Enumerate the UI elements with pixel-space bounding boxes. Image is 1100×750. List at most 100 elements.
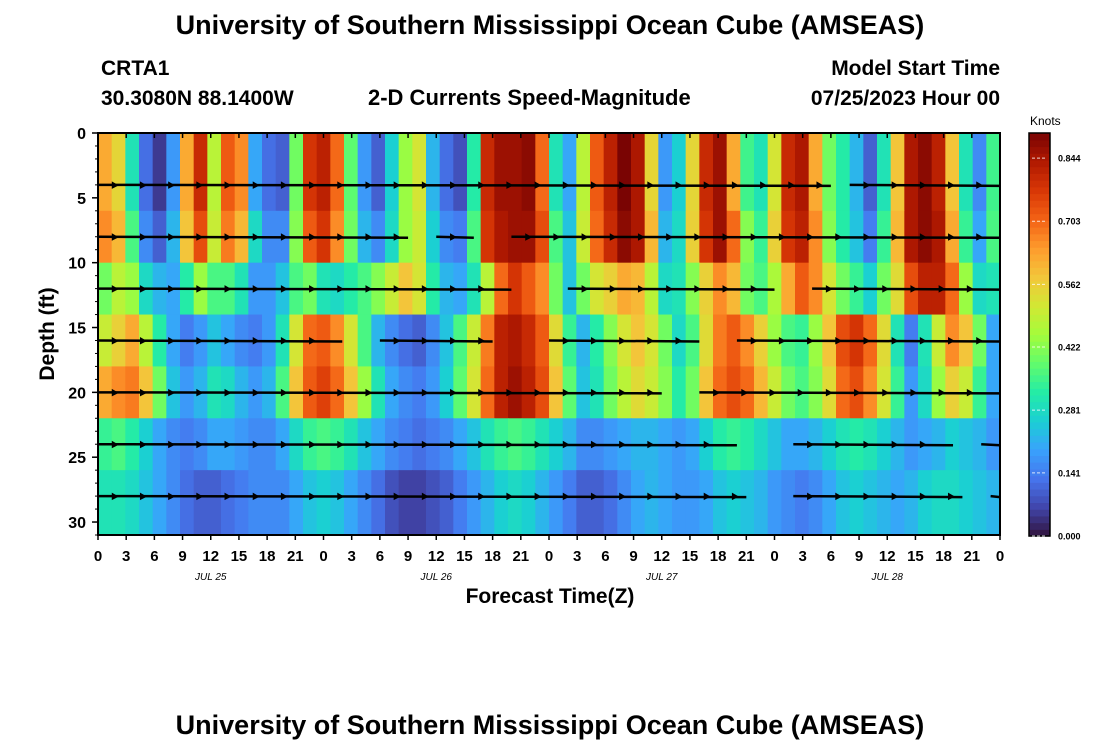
x-tick-label: 18: [259, 548, 276, 565]
heat-cell: [166, 470, 181, 536]
colorbar-segment: [1029, 502, 1050, 510]
heat-cell: [330, 133, 345, 212]
heat-cell: [576, 470, 591, 536]
heat-cell: [740, 470, 755, 536]
x-tick-label: 15: [231, 548, 248, 565]
current-vectors: [97, 181, 1001, 501]
heat-cell: [959, 133, 974, 212]
colorbar-segment: [1029, 401, 1050, 409]
heat-cell: [439, 470, 454, 536]
heat-cell: [426, 470, 441, 536]
colorbar-segment: [1029, 180, 1050, 188]
heat-cell: [508, 133, 523, 212]
date-label: JUL 27: [645, 572, 678, 583]
heat-cell: [508, 314, 523, 368]
heat-cell: [98, 470, 113, 536]
colorbar-segment: [1029, 247, 1050, 255]
heat-cell: [849, 133, 864, 212]
colorbar-segment: [1029, 421, 1050, 430]
colorbar-segment: [1029, 522, 1050, 530]
heat-cell: [986, 133, 1001, 212]
colorbar-segment: [1029, 495, 1050, 504]
colorbar-segment: [1029, 321, 1050, 329]
x-tick-label: 0: [545, 548, 553, 565]
colorbar-segment: [1029, 213, 1050, 221]
heat-cell: [275, 470, 290, 536]
heat-cell: [166, 133, 181, 212]
x-tick-label: 9: [629, 548, 637, 565]
heat-cell: [289, 470, 304, 536]
colorbar-segment: [1029, 220, 1050, 228]
x-tick-label: 0: [319, 548, 327, 565]
heat-cell: [576, 133, 591, 212]
heat-cell: [453, 133, 468, 212]
heat-cell: [398, 470, 413, 536]
colorbar-tick-label: 0.422: [1058, 343, 1081, 353]
heat-cell: [412, 133, 427, 212]
heat-cell: [412, 210, 427, 264]
heat-cell: [316, 133, 331, 212]
heat-cell: [207, 133, 222, 212]
y-tick-label: 15: [68, 321, 86, 338]
date-label: JUL 26: [419, 572, 452, 583]
heat-cell: [535, 133, 550, 212]
heat-cell: [699, 133, 714, 212]
heat-cell: [371, 470, 386, 536]
heat-cell: [521, 314, 536, 368]
date-label: JUL 25: [194, 572, 227, 583]
heat-cell: [549, 262, 564, 316]
heat-cell: [494, 133, 509, 212]
colorbar-segment: [1029, 274, 1050, 282]
heat-cell: [508, 470, 523, 536]
colorbar-segment: [1029, 388, 1050, 396]
x-tick-label: 21: [512, 548, 529, 565]
colorbar-segment: [1029, 515, 1050, 524]
colorbar-segment: [1029, 186, 1050, 195]
colorbar-segment: [1029, 233, 1050, 242]
colorbar-segment: [1029, 368, 1050, 376]
heat-cell: [562, 470, 577, 536]
heat-cell: [644, 470, 659, 536]
colorbar-segment: [1029, 361, 1050, 369]
x-tick-label: 9: [855, 548, 863, 565]
heat-cell: [193, 133, 208, 212]
colorbar-tick-label: 0.281: [1058, 406, 1081, 416]
heat-cell: [549, 470, 564, 536]
colorbar-segment: [1029, 455, 1050, 463]
heat-cell: [467, 470, 482, 536]
heat-cell: [111, 470, 126, 536]
heat-cell: [480, 210, 495, 264]
x-tick-label: 6: [376, 548, 384, 565]
heat-cell: [111, 133, 126, 212]
heat-cell: [959, 418, 974, 471]
heat-cell: [357, 133, 372, 212]
heat-cell: [863, 470, 878, 536]
heat-cell: [344, 133, 359, 212]
x-tick-label: 6: [150, 548, 158, 565]
colorbar-segment: [1029, 146, 1050, 154]
heat-cell: [398, 133, 413, 212]
heat-cell: [139, 133, 154, 212]
x-tick-label: 3: [799, 548, 807, 565]
heat-cell: [781, 262, 796, 316]
heat-cell: [918, 470, 933, 536]
heat-cell: [221, 133, 236, 212]
heat-cell: [234, 133, 249, 212]
x-tick-label: 12: [202, 548, 219, 565]
heat-cell: [822, 470, 837, 536]
footer-title: University of Southern Mississippi Ocean…: [175, 710, 925, 740]
heat-cell: [767, 133, 782, 212]
heat-cell: [754, 470, 769, 536]
heat-cell: [631, 133, 646, 212]
heat-cell: [931, 470, 946, 536]
heat-cell: [426, 133, 441, 212]
y-axis-label: Depth (ft): [36, 287, 59, 381]
heat-cell: [931, 133, 946, 212]
heat-cell: [234, 470, 249, 536]
colorbar-segment: [1029, 381, 1050, 389]
x-axis-label: Forecast Time(Z): [465, 585, 635, 608]
heat-cell: [289, 133, 304, 212]
x-tick-label: 3: [348, 548, 356, 565]
colorbar-segment: [1029, 354, 1050, 362]
